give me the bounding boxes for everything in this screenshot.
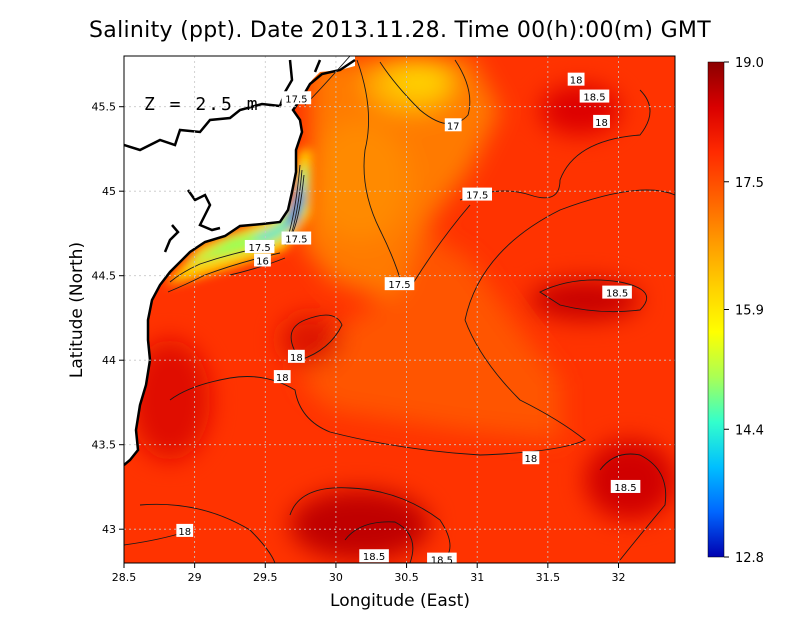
contour-label-background (384, 277, 415, 291)
contour-label: 18 (176, 523, 194, 538)
contour-label-background (610, 479, 641, 493)
y-tick-label: 45 (102, 185, 116, 198)
coastline (124, 58, 356, 466)
contour-label-background (462, 187, 493, 201)
contour-label: 17.5 (281, 91, 312, 105)
plot-area: 1818.51817.51717.517.517.51617.518.51818… (124, 56, 675, 567)
contour-label-text: 18 (178, 527, 191, 538)
contour-label: 17.5 (244, 239, 275, 254)
contour-label-background (254, 253, 271, 267)
contour-label-text: 18 (525, 454, 538, 465)
contour-label-text: 17.5 (248, 243, 270, 254)
contour-label-text: 18.5 (431, 556, 453, 567)
x-tick-label: 30 (329, 571, 343, 584)
contour-label-text: 17.5 (388, 280, 410, 291)
colorbar: 19.0 17.5 15.9 14.4 12.8 (707, 56, 764, 566)
contour-label-background (427, 552, 457, 563)
inland-border (163, 224, 180, 253)
contour-label: 17.5 (384, 277, 415, 291)
contour-label-background (273, 370, 291, 384)
contour-label: 17.5 (462, 187, 493, 202)
y-tick-label: 43 (102, 523, 116, 536)
x-tick-label: 30.5 (394, 571, 419, 584)
contour-label: 18 (522, 451, 540, 465)
grid-lines (124, 56, 675, 563)
colorbar-tick-label: 12.8 (735, 551, 764, 566)
contour-label: 18.5 (427, 552, 457, 567)
land-mass (124, 56, 355, 465)
contour-label-text: 16 (256, 256, 269, 267)
colorbar-tick-label: 19.0 (735, 56, 764, 71)
contour-label-text: 17 (447, 121, 460, 132)
contour-label: 17 (444, 118, 462, 132)
x-axis: 28.5 29 29.5 30 30.5 31 31.5 32 (112, 563, 625, 584)
contour-label-background (287, 349, 305, 363)
colorbar-ticks: 19.0 17.5 15.9 14.4 12.8 (724, 56, 764, 566)
x-tick-label: 29 (188, 571, 202, 584)
contour-label-text: 18.5 (583, 93, 605, 104)
contour-label: 18.5 (359, 549, 389, 563)
contour-label-background (522, 451, 540, 465)
y-axis-title: Latitude (North) (67, 242, 87, 378)
x-tick-label: 28.5 (112, 571, 137, 584)
contour-label-background (359, 549, 389, 563)
contour-labels: 1818.51817.51717.517.517.51617.518.51818… (176, 72, 641, 567)
contour-label-text: 17.5 (466, 191, 488, 202)
y-tick-label: 44 (102, 354, 116, 367)
contour-label-background (176, 523, 194, 537)
depth-label: Z = 2.5 m (144, 94, 260, 115)
contour-label: 18 (273, 370, 291, 384)
plot-frame (123, 55, 676, 564)
contour-label-text: 17.5 (285, 235, 307, 246)
x-tick-label: 32 (611, 571, 625, 584)
colorbar-tick-label: 17.5 (735, 176, 764, 191)
x-tick-label: 29.5 (253, 571, 278, 584)
contour-label-text: 18 (595, 118, 608, 129)
colorbar-bar (707, 61, 725, 558)
inland-border (186, 189, 221, 232)
contour-label-text: 18 (276, 373, 289, 384)
contour-label: 18.5 (610, 479, 641, 494)
contour-label-background (281, 231, 312, 245)
contour-label-text: 17.5 (285, 94, 307, 105)
contour-label-background (244, 239, 275, 253)
contour-label-background (579, 89, 610, 103)
x-axis-title: Longitude (East) (330, 591, 470, 611)
y-tick-label: 44.5 (92, 270, 117, 283)
contour-label: 18 (287, 349, 305, 364)
contour-label: 18.5 (579, 89, 610, 104)
contour-label-background (567, 72, 585, 86)
contour-label: 18 (567, 72, 585, 87)
contour-label: 17.5 (281, 231, 312, 246)
x-tick-label: 31 (470, 571, 484, 584)
contour-label-background (281, 91, 312, 105)
contour-label-text: 18.5 (606, 289, 628, 300)
y-tick-label: 45.5 (92, 101, 117, 114)
contour-label-text: 18.5 (363, 552, 385, 563)
contour-label: 18.5 (602, 285, 632, 300)
contour-label-text: 18 (570, 76, 583, 87)
y-tick-label: 43.5 (92, 439, 117, 452)
contour-label-background (602, 285, 632, 299)
inland-border (313, 59, 322, 73)
y-axis: 43 43.5 44 44.5 45 45.5 (92, 101, 124, 536)
contour-label-background (593, 114, 610, 128)
contour-label: 16 (254, 253, 271, 267)
colorbar-tick-label: 15.9 (735, 304, 764, 319)
contour-label: 18 (593, 114, 610, 129)
contour-label-text: 18 (290, 353, 303, 364)
x-tick-label: 31.5 (536, 571, 561, 584)
contour-label-background (444, 118, 462, 132)
colorbar-tick-label: 14.4 (735, 423, 764, 438)
map-title: Salinity (ppt). Date 2013.11.28. Time 00… (89, 18, 711, 43)
contour-lines (124, 56, 675, 563)
contour-label-text: 18.5 (614, 483, 636, 494)
